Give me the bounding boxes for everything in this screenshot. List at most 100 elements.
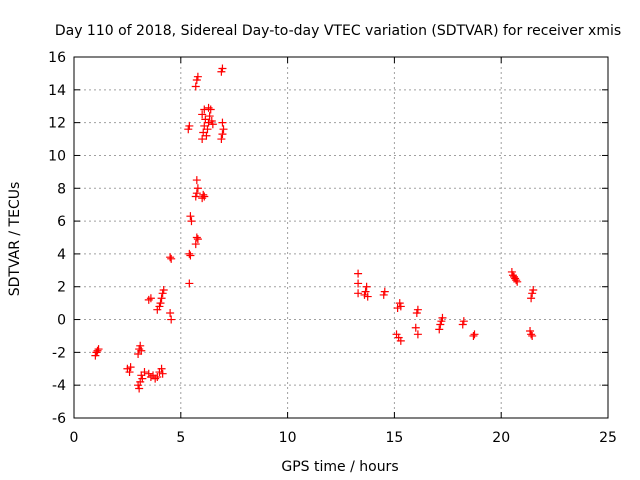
data-point: [361, 287, 370, 296]
data-point: [136, 341, 145, 350]
data-point: [435, 325, 444, 334]
data-point: [192, 189, 201, 198]
data-point: [362, 282, 371, 291]
data-point: [354, 269, 363, 278]
data-point: [219, 125, 228, 134]
data-point: [184, 125, 193, 134]
y-tick-label: 14: [48, 83, 66, 99]
plot-frame: [73, 56, 609, 419]
data-point: [193, 184, 202, 193]
data-point: [395, 299, 404, 308]
data-point: [198, 135, 207, 144]
data-point: [218, 130, 227, 139]
data-point: [412, 308, 421, 317]
y-tick-label: 4: [57, 247, 66, 263]
data-point: [185, 249, 194, 258]
data-point: [167, 315, 176, 324]
data-point: [158, 369, 167, 378]
data-point: [193, 72, 202, 81]
data-point: [153, 372, 162, 381]
data-point: [187, 217, 196, 226]
data-point: [204, 103, 213, 112]
axis-ticks: 0 5 10 15 20 25 -6 -4 -2 0 2 4 6 8 10 12 14 16: [48, 50, 617, 446]
data-point: [218, 64, 227, 73]
data-point: [185, 279, 194, 288]
data-point: [528, 289, 537, 298]
data-point: [94, 345, 103, 354]
data-point: [437, 317, 446, 326]
data-point: [396, 336, 405, 345]
data-point: [138, 374, 147, 383]
y-axis-label: SDTVAR / TECUs: [7, 182, 23, 297]
data-point: [354, 289, 363, 298]
data-point: [126, 363, 135, 372]
data-point: [218, 118, 227, 127]
data-point: [354, 279, 363, 288]
data-point: [166, 253, 175, 262]
y-tick-label: 0: [57, 313, 66, 329]
data-point: [157, 294, 166, 303]
data-point: [396, 302, 405, 311]
data-point: [186, 212, 195, 221]
x-tick-label: 15: [385, 430, 403, 446]
data-point: [527, 330, 536, 339]
data-point: [513, 277, 522, 286]
x-tick-label: 20: [492, 430, 510, 446]
data-point: [137, 346, 146, 355]
data-point: [413, 305, 422, 314]
data-point: [191, 192, 200, 201]
data-point: [411, 323, 420, 332]
data-point: [202, 131, 211, 140]
data-point: [146, 294, 155, 303]
data-point: [200, 192, 209, 201]
data-point: [158, 289, 167, 298]
grid-lines: [74, 57, 608, 418]
y-tick-label: 16: [48, 50, 66, 66]
data-point: [191, 82, 200, 91]
data-point: [125, 368, 134, 377]
data-point: [528, 331, 537, 340]
data-point: [217, 67, 226, 76]
x-tick-label: 10: [279, 430, 297, 446]
data-point: [140, 368, 149, 377]
y-tick-label: 2: [57, 280, 66, 296]
data-point: [379, 290, 388, 299]
data-point: [191, 240, 200, 249]
data-point: [458, 320, 467, 329]
data-point: [413, 330, 422, 339]
data-point: [459, 317, 468, 326]
data-point: [159, 286, 168, 295]
data-point: [186, 251, 195, 260]
y-tick-label: -4: [52, 378, 66, 394]
x-tick-label: 25: [599, 430, 617, 446]
data-point: [203, 125, 212, 134]
data-point: [380, 287, 389, 296]
chart-title: Day 110 of 2018, Sidereal Day-to-day VTE…: [55, 23, 621, 39]
data-point: [91, 351, 100, 360]
data-point: [436, 320, 445, 329]
data-point: [526, 327, 535, 336]
data-point: [192, 233, 201, 242]
y-tick-label: 12: [48, 116, 66, 132]
data-point: [512, 276, 521, 285]
y-tick-label: -6: [52, 411, 66, 427]
data-point: [217, 135, 226, 144]
data-point: [157, 364, 166, 373]
data-point: [167, 254, 176, 263]
data-point: [507, 267, 516, 276]
data-point: [529, 286, 538, 295]
data-point: [185, 121, 194, 130]
data-point: [207, 116, 216, 125]
data-point: [155, 302, 164, 311]
y-tick-label: 10: [48, 148, 66, 164]
x-axis-label: GPS time / hours: [281, 459, 398, 475]
data-point: [166, 308, 175, 317]
x-tick-label: 0: [70, 430, 79, 446]
data-point: [192, 176, 201, 185]
y-tick-label: 6: [57, 214, 66, 230]
data-point: [93, 346, 102, 355]
data-point: [198, 110, 207, 119]
data-point: [527, 294, 536, 303]
data-point: [438, 313, 447, 322]
